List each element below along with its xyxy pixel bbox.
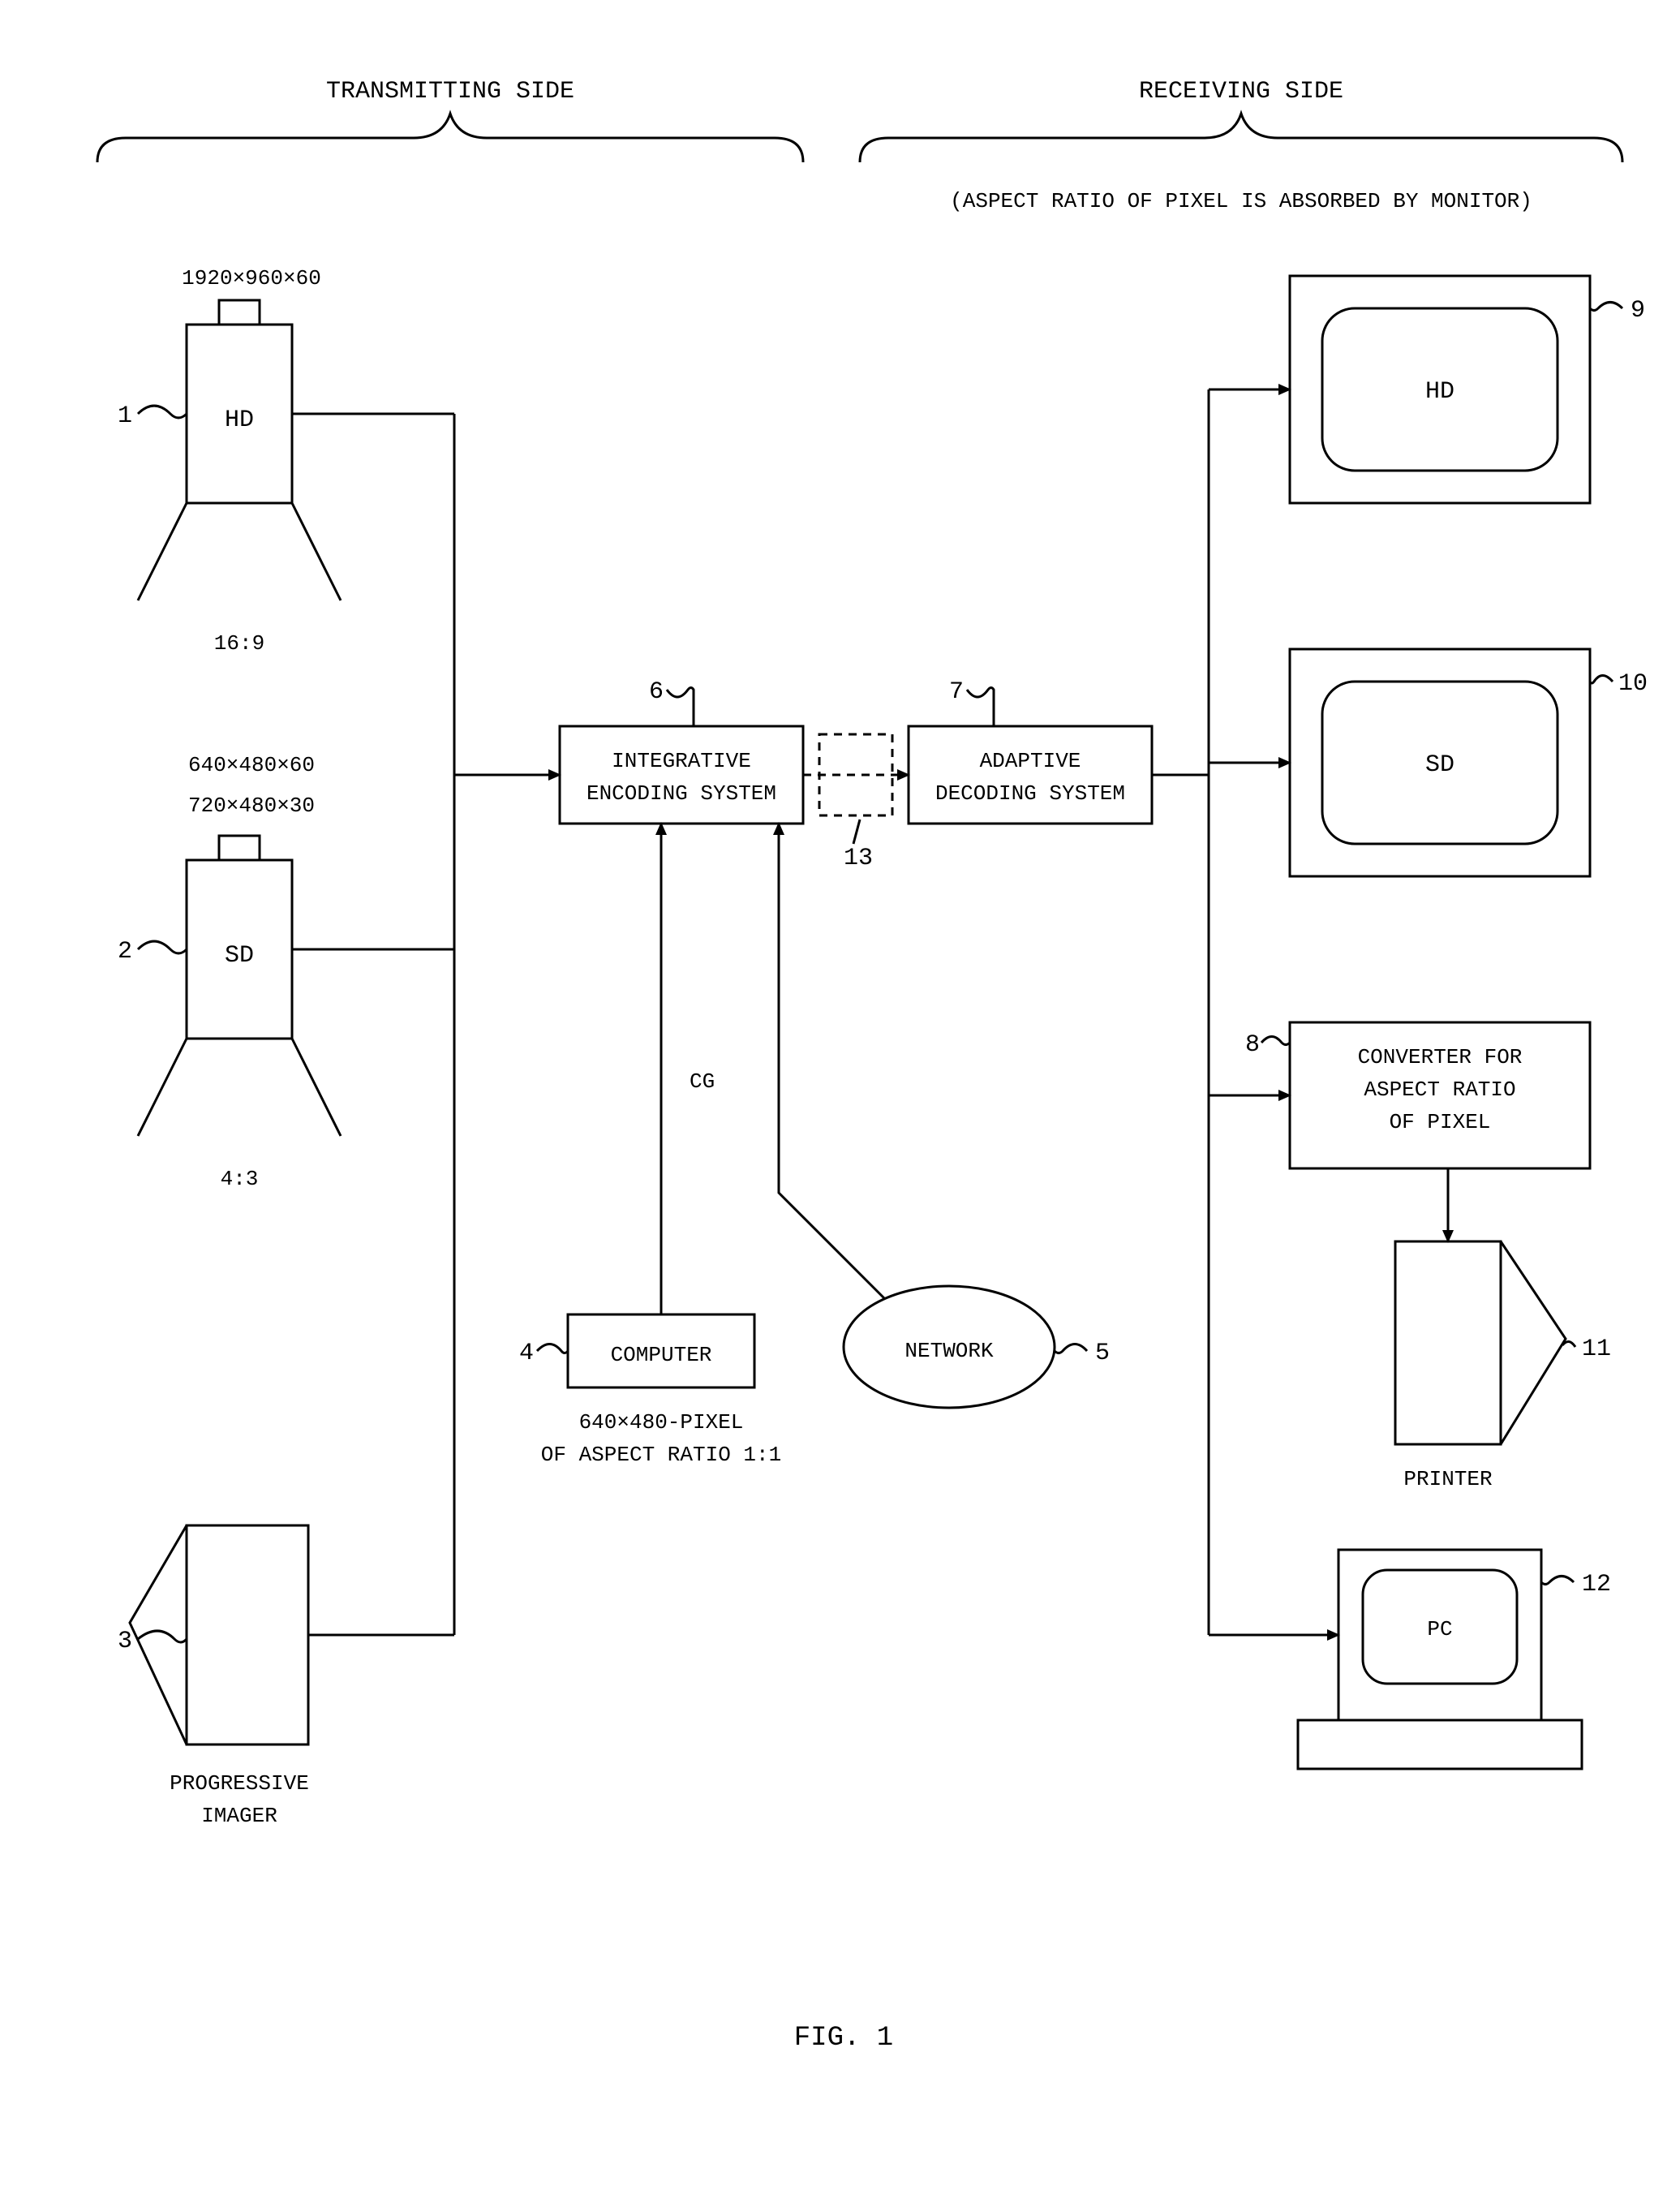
svg-text:3: 3 (118, 1628, 132, 1655)
svg-text:16:9: 16:9 (214, 631, 264, 656)
progressive-imager: PROGRESSIVE IMAGER 3 (118, 1525, 309, 1828)
svg-text:12: 12 (1582, 1571, 1611, 1598)
svg-text:640×480-PIXEL: 640×480-PIXEL (579, 1410, 744, 1435)
svg-text:7: 7 (949, 678, 964, 706)
sd-monitor: SD 10 (1290, 649, 1648, 876)
encoder-block: INTEGRATIVE ENCODING SYSTEM 6 (560, 678, 803, 824)
svg-text:640×480×60: 640×480×60 (188, 753, 315, 777)
svg-text:SD: SD (225, 942, 254, 970)
pc-monitor: PC 12 (1298, 1550, 1611, 1769)
network-node: NETWORK 5 (844, 1286, 1110, 1408)
svg-text:ASPECT RATIO: ASPECT RATIO (1364, 1078, 1515, 1102)
svg-text:OF ASPECT RATIO 1:1: OF ASPECT RATIO 1:1 (541, 1443, 781, 1467)
svg-text:6: 6 (649, 678, 664, 706)
printer-block: PRINTER 11 (1395, 1241, 1611, 1491)
link-13: 13 (803, 734, 909, 872)
hd-camera: 1920×960×60 HD 16:9 1 (118, 266, 341, 656)
svg-text:2: 2 (118, 938, 132, 966)
svg-text:4:3: 4:3 (221, 1167, 259, 1191)
svg-text:HD: HD (1425, 378, 1454, 406)
tx-label: TRANSMITTING SIDE (326, 78, 574, 105)
rx-label: RECEIVING SIDE (1139, 78, 1343, 105)
svg-text:PROGRESSIVE: PROGRESSIVE (170, 1771, 309, 1796)
figure-label: FIG. 1 (794, 2023, 893, 2054)
hd-monitor: HD 9 (1290, 276, 1645, 503)
svg-text:13: 13 (844, 845, 873, 872)
svg-text:ENCODING SYSTEM: ENCODING SYSTEM (586, 781, 776, 806)
svg-text:SD: SD (1425, 751, 1454, 779)
svg-text:8: 8 (1245, 1031, 1260, 1059)
svg-text:DECODING SYSTEM: DECODING SYSTEM (935, 781, 1125, 806)
svg-text:10: 10 (1618, 670, 1648, 698)
svg-text:NETWORK: NETWORK (904, 1339, 994, 1363)
svg-text:INTEGRATIVE: INTEGRATIVE (612, 749, 751, 773)
svg-text:IMAGER: IMAGER (201, 1804, 277, 1828)
svg-text:COMPUTER: COMPUTER (611, 1343, 712, 1367)
rx-note: (ASPECT RATIO OF PIXEL IS ABSORBED BY MO… (950, 189, 1532, 213)
decoder-block: ADAPTIVE DECODING SYSTEM 7 (909, 678, 1152, 824)
svg-text:PC: PC (1427, 1617, 1452, 1641)
computer-block: COMPUTER 640×480-PIXEL OF ASPECT RATIO 1… (519, 1314, 781, 1467)
converter-block: CONVERTER FOR ASPECT RATIO OF PIXEL 8 (1245, 1022, 1590, 1168)
svg-text:9: 9 (1631, 297, 1645, 325)
svg-text:1: 1 (118, 402, 132, 430)
svg-text:ADAPTIVE: ADAPTIVE (980, 749, 1081, 773)
svg-text:CONVERTER FOR: CONVERTER FOR (1358, 1045, 1523, 1069)
svg-text:720×480×30: 720×480×30 (188, 794, 315, 818)
sd-camera: 640×480×60 720×480×30 SD 4:3 2 (118, 753, 341, 1191)
svg-text:5: 5 (1095, 1340, 1110, 1367)
svg-text:11: 11 (1582, 1336, 1611, 1363)
svg-text:4: 4 (519, 1340, 534, 1367)
svg-text:PRINTER: PRINTER (1403, 1467, 1492, 1491)
svg-text:1920×960×60: 1920×960×60 (182, 266, 321, 290)
svg-text:OF PIXEL: OF PIXEL (1390, 1110, 1491, 1134)
svg-text:HD: HD (225, 407, 254, 434)
cg-label: CG (690, 1069, 715, 1094)
